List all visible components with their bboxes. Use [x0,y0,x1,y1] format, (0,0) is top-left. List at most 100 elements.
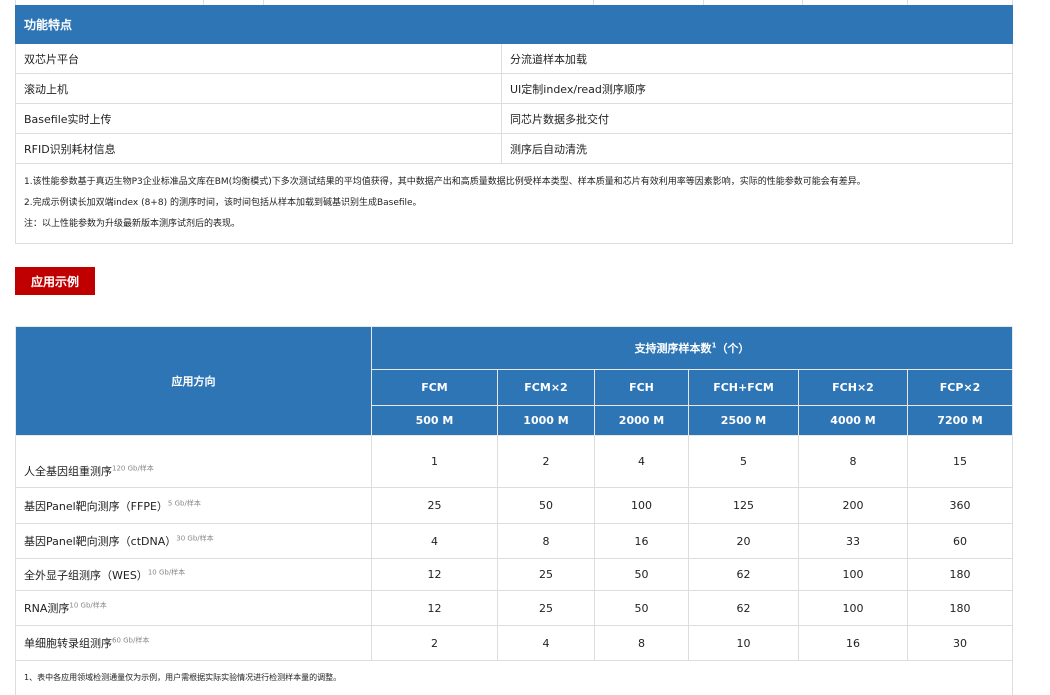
throughput-note: 5 Gb/样本 [167,498,201,507]
sample-count-cell: 200 [798,487,908,524]
sample-count-cell: 100 [798,558,908,591]
divider [802,0,803,5]
feature-cell: 滚动上机 [15,73,502,104]
feature-row: 滚动上机 UI定制index/read测序顺序 [15,73,1013,104]
sample-count-cell: 125 [688,487,799,524]
applications-table: 应用方向 支持测序样本数1（个） FCM FCM×2 FCH FCH+FCM FCH×2… [15,326,1013,695]
sample-count-cell: 62 [688,558,799,591]
output-header: 7200 M [907,405,1013,436]
sample-count-cell: 4 [371,523,498,559]
application-examples-button[interactable]: 应用示例 [15,267,95,295]
sample-count-cell: 8 [798,435,908,488]
chip-header: FCH×2 [798,369,908,406]
sample-count-cell: 180 [907,558,1013,591]
sample-count-cell: 2 [371,625,498,661]
sample-count-cell: 25 [497,590,595,626]
application-label: 基因Panel靶向测序（ctDNA） [24,535,177,548]
application-name: 基因Panel靶向测序（FFPE）5 Gb/样本 [15,487,372,524]
sample-count-cell: 2 [497,435,595,488]
sample-count-cell: 100 [594,487,689,524]
output-header: 1000 M [497,405,595,436]
sample-count-cell: 360 [907,487,1013,524]
sample-count-cell: 25 [497,558,595,591]
sample-count-cell: 16 [798,625,908,661]
feature-cell: UI定制index/read测序顺序 [501,73,1013,104]
sample-count-cell: 4 [594,435,689,488]
application-name: 单细胞转录组测序60 Gb/样本 [15,625,372,661]
throughput-note: 10 Gb/样本 [147,567,186,576]
sample-count-cell: 16 [594,523,689,559]
feature-row: Basefile实时上传 同芯片数据多批交付 [15,103,1013,134]
application-row: 基因Panel靶向测序（FFPE）5 Gb/样本 25 50 100 125 200 360 [15,487,1013,524]
feature-cell: RFID识别耗材信息 [15,133,502,164]
note: 注：以上性能参数为升级最新版本测序试剂后的表现。 [24,219,241,229]
sample-count-cell: 12 [371,590,498,626]
application-label: RNA测序 [24,602,70,615]
feature-cell: 分流道样本加载 [501,43,1013,74]
note: 2.完成示例读长加双端index (8+8) 的测序时间，该时间包括从样本加载到… [24,198,422,208]
sample-count-cell: 12 [371,558,498,591]
sample-count-cell: 50 [594,590,689,626]
feature-cell: 双芯片平台 [15,43,502,74]
sample-count-cell: 4 [497,625,595,661]
note: 1.该性能参数基于真迈生物P3企业标准品文库在BM(均衡模式)下多次测试结果的平… [24,177,866,187]
output-header: 2500 M [688,405,799,436]
output-header: 4000 M [798,405,908,436]
throughput-note: 60 Gb/样本 [112,636,150,645]
application-name: RNA测序10 Gb/样本 [15,590,372,626]
divider [263,0,264,5]
feature-row: RFID识别耗材信息 测序后自动清洗 [15,133,1013,164]
divider [907,0,908,5]
divider [203,0,204,5]
application-row: 基因Panel靶向测序（ctDNA）30 Gb/样本 4 8 16 20 33 60 [15,523,1013,559]
application-name: 基因Panel靶向测序（ctDNA）30 Gb/样本 [15,523,372,559]
output-header: 500 M [371,405,498,436]
chip-header: FCP×2 [907,369,1013,406]
application-label: 人全基因组重测序 [24,464,112,478]
sample-count-cell: 30 [907,625,1013,661]
sample-count-cell: 1 [371,435,498,488]
sample-count-cell: 25 [371,487,498,524]
sample-count-cell: 100 [798,590,908,626]
application-column-header: 应用方向 [15,326,372,436]
sample-count-cell: 180 [907,590,1013,626]
features-table: 功能特点 双芯片平台 分流道样本加载 滚动上机 UI定制index/read测序顺序 B… [15,5,1013,244]
chip-header: FCM×2 [497,369,595,406]
previous-table-edge [15,0,1013,5]
application-name: 全外显子组测序（WES）10 Gb/样本 [15,558,372,591]
output-header: 2000 M [594,405,689,436]
application-row: 单细胞转录组测序60 Gb/样本 2 4 8 10 16 30 [15,625,1013,661]
sample-count-cell: 10 [688,625,799,661]
chip-header: FCH [594,369,689,406]
sample-count-cell: 62 [688,590,799,626]
application-row: 人全基因组重测序120 Gb/样本 1 2 4 5 8 15 [15,435,1013,488]
sample-count-cell: 50 [497,487,595,524]
throughput-note: 30 Gb/样本 [176,534,214,543]
application-label: 全外显子组测序（WES） [24,568,148,582]
divider [703,0,704,5]
sample-count-cell: 60 [907,523,1013,559]
sample-count-cell: 8 [594,625,689,661]
sample-count-cell: 5 [688,435,799,488]
sample-count-cell: 8 [497,523,595,559]
sample-count-header: 支持测序样本数1（个） [371,326,1013,370]
throughput-note: 10 Gb/样本 [69,601,107,610]
table-footnote: 1、表中各应用领域检测通量仅为示例，用户需根据实际实验情况进行检测样本量的调整。 [15,660,1013,695]
sample-count-cell: 33 [798,523,908,559]
features-header: 功能特点 [15,5,1013,44]
feature-row: 双芯片平台 分流道样本加载 [15,43,1013,74]
application-row: 全外显子组测序（WES）10 Gb/样本 12 25 50 62 100 180 [15,558,1013,591]
sample-count-cell: 50 [594,558,689,591]
sample-count-cell: 20 [688,523,799,559]
sample-count-cell: 15 [907,435,1013,488]
feature-cell: 测序后自动清洗 [501,133,1013,164]
application-label: 基因Panel靶向测序（FFPE） [24,499,168,513]
throughput-note: 120 Gb/样本 [112,463,154,472]
feature-cell: 同芯片数据多批交付 [501,103,1013,134]
feature-cell: Basefile实时上传 [15,103,502,134]
application-label: 单细胞转录组测序 [24,637,112,650]
features-notes: 1.该性能参数基于真迈生物P3企业标准品文库在BM(均衡模式)下多次测试结果的平… [15,163,1013,244]
application-name: 人全基因组重测序120 Gb/样本 [15,435,372,488]
chip-header: FCH+FCM [688,369,799,406]
chip-header: FCM [371,369,498,406]
